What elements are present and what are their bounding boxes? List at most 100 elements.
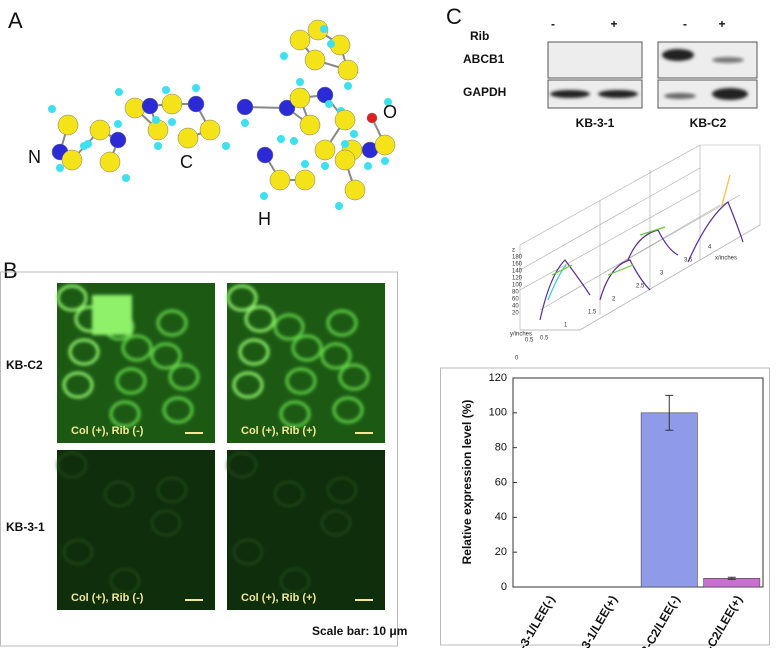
row-label: KB-C2 (6, 358, 43, 372)
cell (56, 284, 88, 312)
cell (168, 363, 200, 391)
cell (279, 400, 311, 428)
cells (56, 284, 200, 428)
z-tick-label: 140 (512, 269, 523, 275)
hydrogen (162, 86, 170, 94)
cell (332, 396, 364, 424)
x-tick-label: 3 (660, 271, 664, 277)
cell (233, 539, 263, 565)
cell (280, 568, 310, 594)
panel-frame (0, 271, 398, 647)
panel-frame (440, 367, 770, 646)
z-tick-label: 120 (512, 276, 523, 282)
cell-line-label: KB-C2 (690, 116, 727, 130)
cell (156, 309, 188, 337)
atom-label: H (258, 209, 271, 229)
hydrogen (154, 142, 162, 150)
error-bar (727, 576, 736, 580)
z-tick-label: 80 (512, 290, 519, 296)
hydrogen (384, 98, 392, 106)
hydrogen (168, 118, 176, 126)
hydrogen (381, 157, 389, 165)
lane-label: + (718, 17, 725, 31)
hydrogen (56, 164, 64, 172)
cells (226, 284, 370, 428)
micrograph (57, 450, 215, 610)
cell (327, 477, 357, 503)
atom (61, 149, 83, 171)
cell (285, 367, 317, 395)
caption: Col (+), Rib (+) (241, 592, 317, 604)
atom (374, 134, 396, 156)
atom (89, 119, 111, 141)
hydrogen (320, 25, 328, 33)
panel-label: C (446, 4, 462, 29)
atom (57, 114, 79, 136)
atom (294, 169, 316, 191)
atom (256, 146, 274, 164)
z-tick-label: 100 (512, 283, 523, 289)
cell (273, 313, 305, 341)
y-tick-label: 40 (495, 511, 507, 523)
hydrogen (364, 162, 372, 170)
x-tick-label: KB-3-1/LEE(-) (507, 593, 558, 648)
hydrogen (152, 116, 160, 124)
atom (187, 95, 205, 113)
y-tick-label: 0 (501, 581, 507, 593)
z-tick-label: 20 (512, 311, 519, 317)
caption: Col (+), Rib (-) (71, 425, 144, 437)
hydrogen (321, 162, 329, 170)
hydrogen (350, 130, 358, 138)
atom (334, 109, 356, 131)
x-tick-label: KB-3-1/LEE(+) (568, 593, 620, 648)
cell (227, 452, 257, 478)
hydrogen (241, 119, 249, 127)
atom (344, 179, 366, 201)
cell (291, 334, 323, 362)
atom (269, 169, 291, 191)
atom (307, 19, 329, 41)
cell (338, 363, 370, 391)
cell (62, 371, 94, 399)
atom (161, 93, 183, 115)
cell (110, 568, 140, 594)
z-tick-label: 40 (512, 304, 519, 310)
hydrogen (114, 120, 122, 128)
panel-label: B (3, 258, 18, 283)
hydrogen (48, 105, 56, 113)
hydrogen (280, 52, 288, 60)
cell (244, 305, 276, 333)
atom (334, 149, 356, 171)
hydrogen (335, 202, 343, 210)
atom (236, 98, 254, 116)
hydrogen (80, 142, 88, 150)
plot-frame (512, 377, 764, 588)
cell (232, 371, 264, 399)
x-tick-label: KB-C2/LEE(-) (633, 593, 683, 648)
cell (320, 342, 352, 370)
atom (366, 112, 378, 124)
y-tick-label: 20 (495, 546, 507, 558)
cell (321, 510, 351, 536)
y-tick-label: 80 (495, 442, 507, 454)
z-tick-label: 180 (512, 255, 523, 261)
cell (238, 338, 270, 366)
cells (57, 452, 187, 594)
hydrogen (115, 88, 123, 96)
hydrogen (344, 82, 352, 90)
hydrogen (296, 78, 304, 86)
axis-label: z (512, 248, 515, 254)
cell (63, 539, 93, 565)
y-tick-label: 120 (489, 372, 507, 384)
bar (640, 412, 698, 588)
hydrogen (260, 192, 268, 200)
protein-label: ABCB1 (463, 52, 505, 66)
lane-label: - (551, 17, 555, 31)
atom (278, 99, 296, 117)
atom (289, 87, 311, 109)
cell (92, 295, 132, 335)
y-axis-label: Relative expression level (%) (460, 400, 474, 565)
cell (326, 309, 358, 337)
cell (121, 334, 153, 362)
